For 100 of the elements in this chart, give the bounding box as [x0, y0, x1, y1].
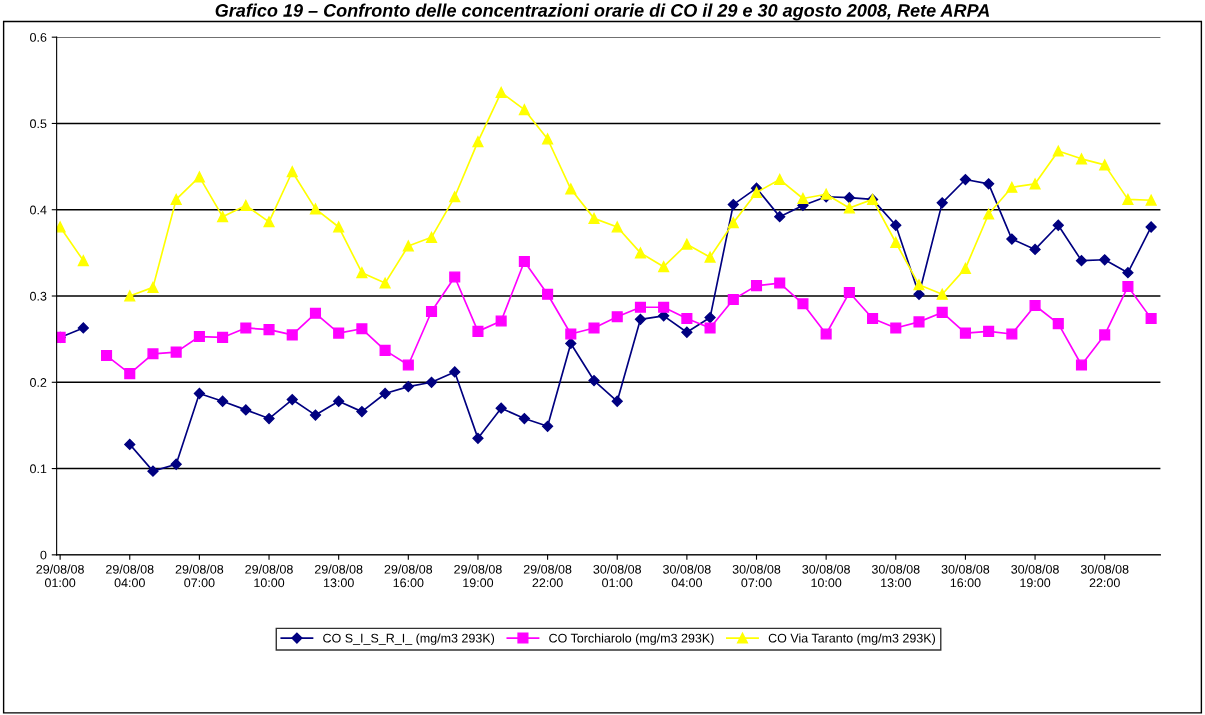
point — [217, 211, 229, 223]
point — [704, 322, 716, 334]
point — [611, 221, 623, 233]
point — [565, 337, 577, 350]
point — [240, 404, 252, 416]
point — [356, 267, 368, 279]
point — [425, 305, 438, 318]
point — [472, 325, 484, 337]
point — [890, 322, 902, 334]
point — [193, 331, 205, 343]
y-tick-label: 0.6 — [30, 32, 47, 42]
x-tick-label: 29/08/08 22:00 — [523, 564, 572, 588]
point — [124, 290, 136, 302]
point — [263, 324, 275, 336]
point — [983, 208, 995, 220]
x-tick-label: 29/08/08 10:00 — [245, 564, 293, 588]
point — [542, 288, 554, 300]
point — [565, 183, 577, 195]
point — [449, 191, 461, 203]
x-tick-label: 30/08/08 13:00 — [871, 564, 920, 588]
x-tick-label: 30/08/08 16:00 — [941, 564, 990, 588]
point — [147, 465, 159, 477]
point — [611, 311, 623, 323]
x-tick-label: 29/08/08 13:00 — [314, 564, 363, 588]
point — [1029, 299, 1041, 312]
y-tick-label: 0 — [40, 550, 47, 560]
point — [77, 322, 89, 334]
point — [333, 395, 345, 407]
point — [774, 277, 786, 289]
point — [333, 221, 345, 233]
point — [1006, 233, 1018, 245]
point — [588, 374, 600, 387]
point — [240, 199, 252, 211]
point — [1075, 359, 1088, 371]
point — [472, 136, 484, 148]
point — [309, 409, 322, 421]
point — [959, 327, 971, 339]
y-tick-label: 0.4 — [30, 205, 47, 215]
point — [658, 301, 670, 313]
point — [425, 376, 438, 388]
x-tick-label: 30/08/08 01:00 — [593, 564, 642, 588]
point — [217, 395, 229, 407]
point — [681, 326, 693, 338]
point — [1006, 328, 1018, 340]
point — [542, 133, 554, 145]
point — [402, 359, 414, 371]
point — [913, 316, 925, 328]
point — [867, 312, 879, 324]
point — [1122, 193, 1134, 205]
point — [402, 240, 414, 252]
point — [681, 238, 693, 250]
point — [843, 287, 855, 299]
point — [472, 432, 484, 444]
point — [797, 298, 809, 310]
point — [100, 349, 113, 362]
point — [843, 192, 855, 204]
point — [1075, 153, 1088, 165]
legend-label: CO S_I_S_R_I_ (mg/m3 293K) — [323, 633, 495, 646]
x-tick-label: 29/08/08 16:00 — [384, 564, 433, 588]
x-tick-label: 30/08/08 19:00 — [1011, 564, 1059, 588]
point — [588, 212, 600, 224]
x-tick-label: 30/08/08 10:00 — [802, 564, 850, 588]
y-tick-label: 0.1 — [30, 464, 47, 474]
point — [356, 406, 368, 418]
point — [1145, 312, 1157, 324]
point — [495, 315, 507, 327]
point — [890, 219, 902, 231]
point — [1052, 318, 1064, 330]
x-tick-label: 29/08/08 07:00 — [175, 564, 224, 588]
legend-label: CO Torchiarolo (mg/m3 293K) — [549, 633, 714, 646]
point — [124, 368, 136, 380]
point — [1029, 243, 1041, 256]
point — [634, 247, 646, 259]
point — [286, 166, 298, 178]
point — [983, 325, 995, 337]
point — [1145, 194, 1157, 206]
point — [611, 395, 623, 407]
point — [936, 197, 948, 209]
point — [147, 348, 159, 360]
point — [495, 402, 507, 414]
point — [170, 346, 182, 358]
point — [774, 211, 786, 223]
point — [333, 327, 345, 339]
y-tick-label: 0.5 — [30, 119, 47, 129]
point — [681, 312, 693, 324]
point — [634, 301, 646, 313]
x-tick-label: 29/08/08 01:00 — [36, 564, 84, 588]
point — [750, 186, 763, 199]
x-tick-label: 29/08/08 19:00 — [454, 564, 502, 588]
point — [518, 412, 530, 425]
point — [1099, 329, 1111, 341]
point — [588, 322, 600, 334]
point — [379, 277, 391, 289]
point — [170, 458, 182, 470]
point — [147, 281, 159, 293]
point — [240, 322, 252, 334]
point — [1145, 221, 1157, 233]
point — [936, 288, 948, 300]
point — [425, 231, 438, 243]
point — [449, 366, 461, 378]
